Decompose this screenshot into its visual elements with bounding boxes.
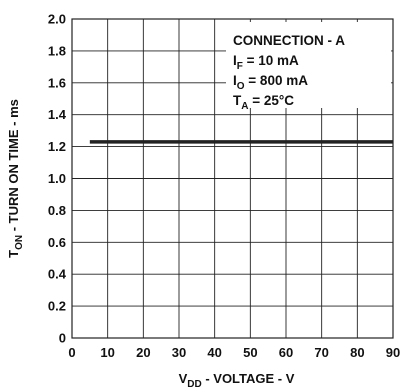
x-axis-title: VDD - VOLTAGE - V xyxy=(179,371,295,390)
y-tick-label: 0.4 xyxy=(48,267,67,282)
x-tick-label: 10 xyxy=(100,345,114,360)
y-tick-label: 0.6 xyxy=(48,235,66,250)
x-tick-label: 20 xyxy=(136,345,150,360)
y-tick-label: 2.0 xyxy=(48,12,66,27)
y-tick-label: 1.2 xyxy=(48,139,66,154)
y-tick-label: 0.8 xyxy=(48,203,66,218)
x-tick-label: 70 xyxy=(314,345,328,360)
x-tick-label: 60 xyxy=(279,345,293,360)
y-axis-title: TON - TURN ON TIME - ms xyxy=(6,99,25,258)
annotation-line: TA = 25°C xyxy=(233,93,294,112)
y-tick-label: 1.8 xyxy=(48,43,66,58)
annotation-line: IO = 800 mA xyxy=(233,73,308,92)
x-tick-label: 30 xyxy=(172,345,186,360)
annotation-line: IF = 10 mA xyxy=(233,53,299,72)
annotation-background xyxy=(226,22,391,108)
y-tick-label: 0.2 xyxy=(48,299,66,314)
x-tick-label: 40 xyxy=(207,345,221,360)
x-tick-label: 80 xyxy=(350,345,364,360)
x-tick-labels: 0 10 20 30 40 50 60 70 80 90 xyxy=(68,345,400,360)
y-tick-label: 1.0 xyxy=(48,171,66,186)
x-tick-label: 50 xyxy=(243,345,257,360)
y-tick-labels: 0 0.2 0.4 0.6 0.8 1.0 1.2 1.4 1.6 1.8 2.0 xyxy=(48,12,67,346)
y-tick-label: 1.4 xyxy=(48,107,67,122)
y-tick-label: 1.6 xyxy=(48,75,66,90)
x-tick-label: 0 xyxy=(68,345,75,360)
annotation-line: CONNECTION - A xyxy=(233,33,345,48)
plot-border xyxy=(71,18,394,339)
plot-frame xyxy=(71,18,394,339)
y-tick-label: 0 xyxy=(59,331,66,346)
x-tick-label: 90 xyxy=(386,345,400,360)
